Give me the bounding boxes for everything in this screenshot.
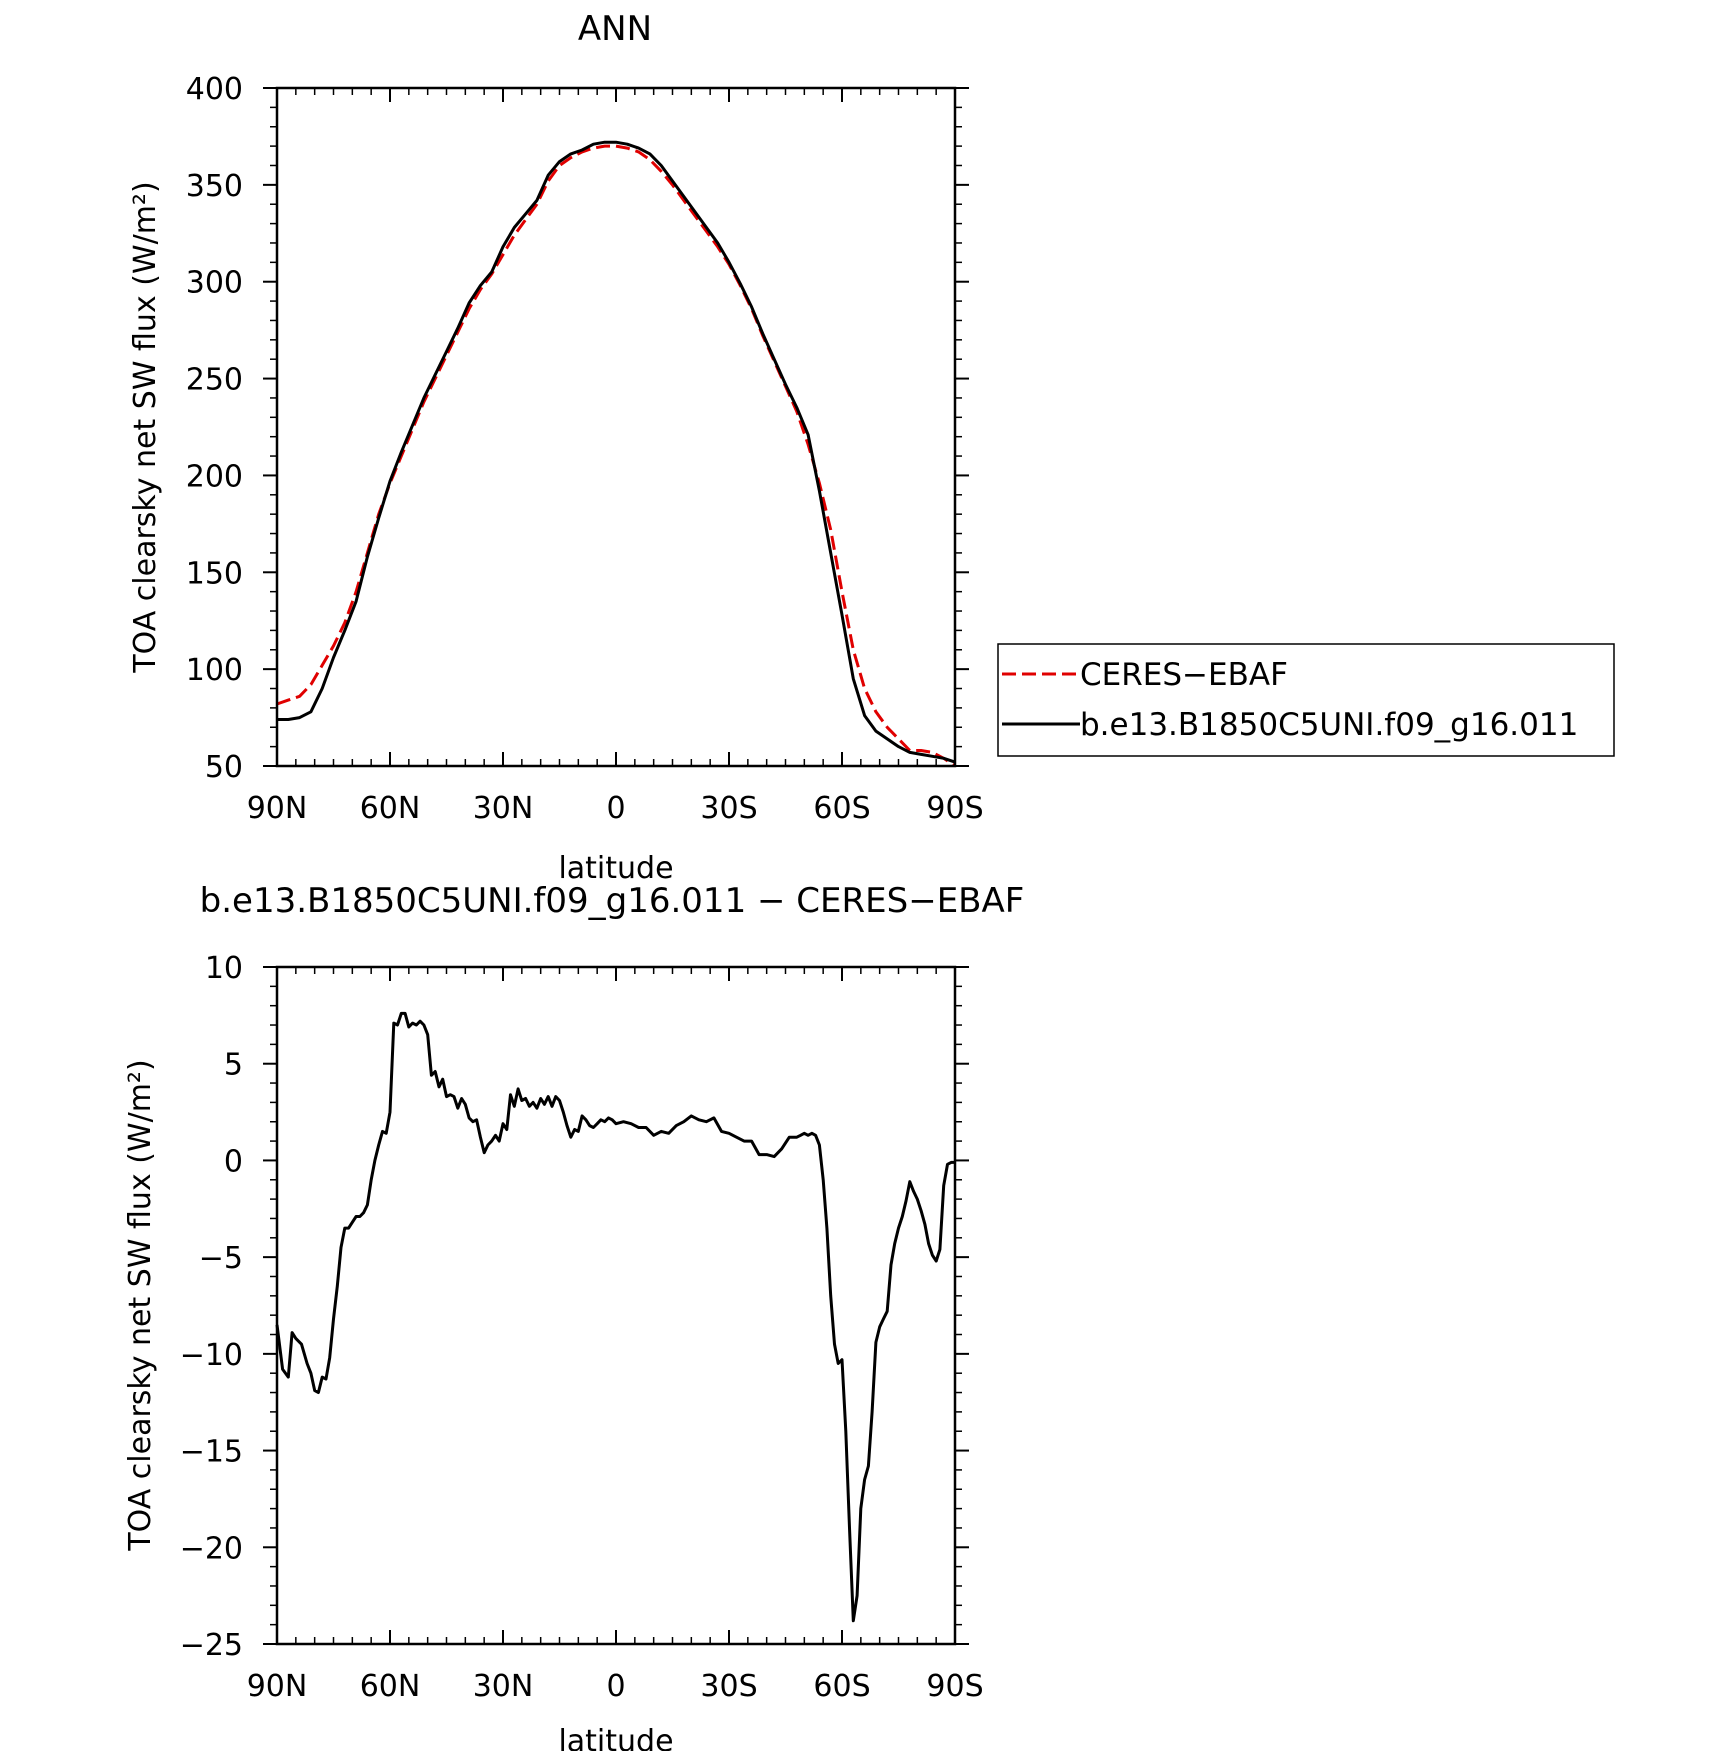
y-tick-label: −25 <box>180 1628 243 1663</box>
top-axis-ticks <box>263 87 969 767</box>
top-panel: ANN latitude TOA clearsky net SW flux (W… <box>128 9 984 886</box>
bottom-plot-frame <box>275 965 957 1646</box>
top-series-lines <box>276 140 956 768</box>
legend-label-model: b.e13.B1850C5UNI.f09_g16.011 <box>1080 707 1578 743</box>
y-tick-label: −20 <box>180 1531 243 1566</box>
top-plot-frame <box>275 86 957 768</box>
y-tick-label: 100 <box>186 653 243 688</box>
x-tick-label: 0 <box>606 1669 625 1704</box>
top-y-axis-label: TOA clearsky net SW flux (W/m²) <box>128 181 163 673</box>
bottom-chart-title: b.e13.B1850C5UNI.f09_g16.011 − CERES−EBA… <box>200 881 1025 921</box>
legend: CERES−EBAF b.e13.B1850C5UNI.f09_g16.011 <box>997 643 1615 757</box>
y-tick-label: −15 <box>180 1435 243 1470</box>
bottom-x-axis-label: latitude <box>558 1724 673 1751</box>
y-tick-label: 10 <box>205 951 243 986</box>
y-tick-label: 300 <box>186 266 243 301</box>
x-tick-label: 30N <box>473 791 534 826</box>
x-tick-label: 90N <box>247 791 308 826</box>
top-tick-labels: 90N 60N 30N 0 30S 60S 90S 400 350 300 250 200 150 100… <box>186 72 984 826</box>
y-tick-label: 350 <box>186 169 243 204</box>
bottom-y-axis-label: TOA clearsky net SW flux (W/m²) <box>123 1059 158 1551</box>
y-tick-label: −5 <box>199 1241 243 1276</box>
bottom-panel: b.e13.B1850C5UNI.f09_g16.011 − CERES−EBA… <box>123 881 1024 1751</box>
x-tick-label: 90N <box>247 1669 308 1704</box>
x-tick-label: 90S <box>926 1669 983 1704</box>
x-tick-label: 60S <box>813 1669 870 1704</box>
bottom-tick-labels: 90N 60N 30N 0 30S 60S 90S 10 5 0 −5 −10 −15 −20 −25 <box>180 951 984 1704</box>
top-x-axis-label: latitude <box>558 851 673 886</box>
x-tick-label: 60S <box>813 791 870 826</box>
x-tick-label: 0 <box>606 791 625 826</box>
bottom-axis-ticks <box>263 966 969 1645</box>
y-tick-label: 150 <box>186 556 243 591</box>
x-tick-label: 30S <box>700 791 757 826</box>
x-tick-label: 60N <box>360 791 421 826</box>
legend-label-ceres: CERES−EBAF <box>1080 657 1288 693</box>
legend-box <box>997 643 1615 757</box>
bottom-series-lines <box>275 1011 955 1623</box>
y-tick-label: 400 <box>186 72 243 107</box>
y-tick-label: 200 <box>186 459 243 494</box>
y-tick-label: −10 <box>180 1338 243 1373</box>
x-tick-label: 30N <box>473 1669 534 1704</box>
x-tick-label: 90S <box>926 791 983 826</box>
x-tick-label: 30S <box>700 1669 757 1704</box>
x-tick-label: 60N <box>360 1669 421 1704</box>
series-line-0 <box>275 1011 955 1623</box>
top-chart-title: ANN <box>578 9 652 49</box>
y-tick-label: 5 <box>224 1048 243 1083</box>
series-line-1 <box>277 140 956 764</box>
y-tick-label: 0 <box>224 1144 243 1179</box>
y-tick-label: 250 <box>186 363 243 398</box>
y-tick-label: 50 <box>205 750 243 785</box>
